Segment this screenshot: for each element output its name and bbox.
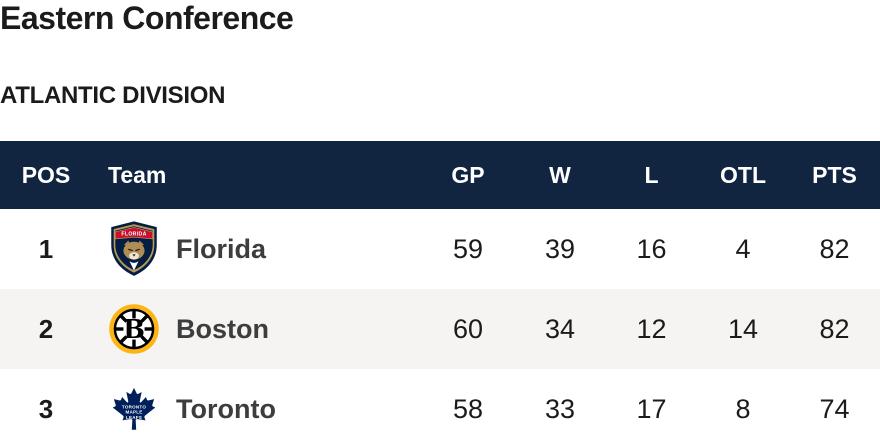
stat-otl: 8 bbox=[735, 393, 751, 424]
col-header-pos: POS bbox=[21, 161, 71, 188]
stat-w: 33 bbox=[544, 393, 576, 424]
division-title: ATLANTIC DIVISION bbox=[0, 82, 226, 109]
stat-w: 34 bbox=[544, 313, 576, 344]
col-header-team: Team bbox=[108, 161, 167, 188]
stat-pts: 74 bbox=[819, 393, 850, 424]
col-header-gp: GP bbox=[451, 161, 485, 188]
stat-w: 39 bbox=[544, 233, 576, 264]
col-header-l: L bbox=[644, 161, 659, 188]
stat-pts: 82 bbox=[819, 233, 850, 264]
stat-gp: 60 bbox=[452, 313, 484, 344]
stat-l: 16 bbox=[636, 233, 667, 264]
stat-pts: 82 bbox=[819, 313, 850, 344]
team-link[interactable]: FLORIDA Florida bbox=[92, 209, 422, 289]
svg-text:FLORIDA: FLORIDA bbox=[121, 232, 146, 238]
position-number: 3 bbox=[38, 393, 54, 424]
boston-bruins-logo: B bbox=[108, 297, 160, 361]
col-header-pts: PTS bbox=[812, 161, 857, 188]
team-link[interactable]: B Boston bbox=[92, 289, 422, 369]
team-name: Toronto bbox=[176, 393, 276, 424]
svg-text:B: B bbox=[123, 315, 145, 345]
stat-otl: 4 bbox=[735, 233, 751, 264]
standings-table: POS Team GP W L OTL PTS 1 FLORIDA bbox=[0, 141, 880, 448]
stat-l: 12 bbox=[636, 313, 667, 344]
svg-text:LEAFS: LEAFS bbox=[126, 415, 142, 420]
svg-text:TORONTO: TORONTO bbox=[122, 405, 146, 410]
team-name: Florida bbox=[176, 233, 267, 264]
table-row: 1 FLORIDA Flori bbox=[0, 209, 880, 289]
table-row: 2 B bbox=[0, 289, 880, 369]
florida-panthers-logo: FLORIDA bbox=[108, 217, 160, 281]
col-header-otl: OTL bbox=[720, 161, 766, 188]
col-header-w: W bbox=[549, 161, 571, 188]
stat-l: 17 bbox=[636, 393, 667, 424]
stat-gp: 59 bbox=[452, 233, 484, 264]
position-number: 1 bbox=[38, 233, 54, 264]
toronto-maple-leafs-logo: TORONTO MAPLE LEAFS bbox=[108, 377, 160, 441]
stat-otl: 14 bbox=[727, 313, 759, 344]
team-link[interactable]: TORONTO MAPLE LEAFS Toronto bbox=[92, 369, 422, 448]
page-title: Eastern Conference bbox=[0, 0, 294, 36]
stat-gp: 58 bbox=[452, 393, 484, 424]
table-row: 3 TORONTO MAPLE LEAFS Toronto 58 33 17 8… bbox=[0, 369, 880, 448]
svg-text:MAPLE: MAPLE bbox=[125, 410, 142, 415]
table-header-row: POS Team GP W L OTL PTS bbox=[0, 141, 880, 209]
team-name: Boston bbox=[176, 313, 269, 344]
position-number: 2 bbox=[38, 313, 54, 344]
